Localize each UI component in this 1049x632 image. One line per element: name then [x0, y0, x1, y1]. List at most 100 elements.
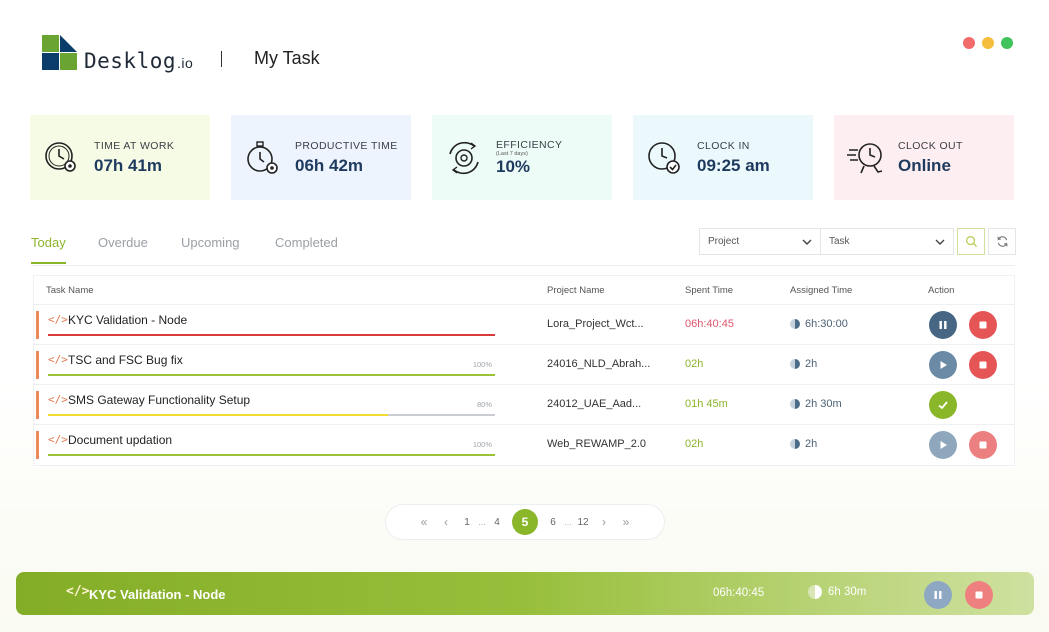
- stat-text: EFFICIENCY (Last 7 days) 10%: [496, 139, 562, 177]
- stat-label: PRODUCTIVE TIME: [295, 139, 398, 152]
- col-project-name: Project Name: [547, 285, 605, 296]
- stat-sublabel: (Last 7 days): [496, 150, 528, 157]
- page-button[interactable]: 12: [577, 516, 589, 528]
- row-actions: [929, 311, 997, 339]
- row-accent: [36, 311, 39, 339]
- tab-overdue[interactable]: Overdue: [98, 235, 148, 250]
- close-dot[interactable]: [963, 37, 975, 49]
- check-icon: [938, 401, 948, 410]
- search-button[interactable]: [957, 228, 985, 255]
- play-button[interactable]: [929, 351, 957, 379]
- row-actions: [929, 431, 997, 459]
- stop-button[interactable]: [969, 311, 997, 339]
- task-name[interactable]: TSC and FSC Bug fix: [68, 353, 183, 367]
- project-select-label: Project: [708, 236, 740, 247]
- page-button[interactable]: 1: [464, 516, 470, 528]
- tab-upcoming[interactable]: Upcoming: [181, 235, 240, 250]
- first-page-button[interactable]: «: [420, 515, 428, 529]
- filters: Project Task: [699, 228, 1016, 255]
- stat-card-efficiency: EFFICIENCY (Last 7 days) 10%: [432, 115, 612, 200]
- tab-completed[interactable]: Completed: [275, 235, 338, 250]
- stop-icon: [979, 361, 987, 369]
- col-assigned-time: Assigned Time: [790, 285, 853, 296]
- completed-check-button[interactable]: [929, 391, 957, 419]
- task-progress-bar: [48, 334, 495, 336]
- code-icon: </>: [48, 353, 68, 366]
- prev-page-button[interactable]: ‹: [444, 515, 448, 529]
- stat-value: 09:25 am: [697, 155, 770, 175]
- task-name[interactable]: SMS Gateway Functionality Setup: [68, 393, 251, 407]
- project-name: 24016_NLD_Abrah...: [547, 358, 651, 370]
- assigned-time: 6h:30:00: [790, 318, 848, 330]
- stat-card-productive-time: PRODUCTIVE TIME 06h 42m: [231, 115, 411, 200]
- col-spent-time: Spent Time: [685, 285, 734, 296]
- task-progress-bar: [48, 374, 495, 376]
- task-tabs: Today Overdue Upcoming Completed: [31, 228, 1015, 266]
- table-row[interactable]: </> KYC Validation - Node Lora_Project_Wct…: [34, 305, 1014, 345]
- stat-label: TIME AT WORK: [94, 139, 175, 152]
- pause-button[interactable]: [929, 311, 957, 339]
- active-task-assigned-value: 6h 30m: [828, 586, 867, 598]
- gear-cycle-icon: [444, 138, 484, 178]
- active-task-actions: [924, 581, 993, 609]
- pause-icon: [939, 321, 947, 329]
- pause-icon: [934, 591, 942, 599]
- logo-mark-icon: [42, 35, 78, 71]
- stopwatch-gear-icon: [243, 138, 283, 178]
- clock-check-icon: [645, 138, 685, 178]
- search-icon: [965, 236, 977, 248]
- project-select[interactable]: Project: [699, 228, 821, 255]
- stop-icon: [979, 321, 987, 329]
- project-name: Web_REWAMP_2.0: [547, 438, 647, 450]
- stop-icon: [975, 591, 983, 599]
- window-controls: [963, 37, 1013, 49]
- task-name[interactable]: KYC Validation - Node: [68, 313, 188, 327]
- assigned-time: 2h: [790, 438, 817, 450]
- task-name[interactable]: Document updation: [68, 433, 173, 447]
- task-select[interactable]: Task: [821, 228, 954, 255]
- stat-label: CLOCK OUT: [898, 139, 963, 152]
- active-task-time: 06h:40:45: [713, 587, 765, 599]
- task-progress-label: 100%: [472, 360, 492, 369]
- task-progress-label: 80%: [476, 400, 492, 409]
- row-accent: [36, 351, 39, 379]
- active-task-name: KYC Validation - Node: [89, 587, 226, 602]
- page-button[interactable]: 4: [494, 516, 500, 528]
- assigned-time-value: 2h: [805, 438, 818, 450]
- play-button[interactable]: [929, 431, 957, 459]
- page-current[interactable]: 5: [512, 509, 538, 535]
- tab-today[interactable]: Today: [31, 235, 66, 264]
- stop-icon: [979, 441, 987, 449]
- header-divider: [221, 51, 222, 67]
- table-row[interactable]: </> Document updation 100% Web_REWAMP_2.0 02…: [34, 425, 1014, 465]
- stat-text: PRODUCTIVE TIME 06h 42m: [295, 140, 398, 176]
- page-button[interactable]: 6: [550, 516, 556, 528]
- next-page-button[interactable]: ›: [602, 515, 606, 529]
- minimize-dot[interactable]: [982, 37, 994, 49]
- stop-button[interactable]: [969, 431, 997, 459]
- pie-clock-icon: [790, 319, 800, 329]
- spent-time: 02h: [685, 438, 704, 450]
- page-ellipsis: …: [478, 517, 486, 527]
- stop-button[interactable]: [969, 351, 997, 379]
- logo-text: Desklog.io: [84, 49, 194, 73]
- code-icon: </>: [48, 433, 68, 446]
- code-icon: </>: [66, 584, 90, 599]
- running-clock-icon: [846, 138, 886, 178]
- stat-card-clock-out: CLOCK OUT Online: [834, 115, 1014, 200]
- last-page-button[interactable]: »: [622, 515, 630, 529]
- task-progress-label: 100%: [472, 440, 492, 449]
- code-icon: </>: [48, 393, 68, 406]
- refresh-button[interactable]: [988, 228, 1016, 255]
- table-header: Task Name Project Name Spent Time Assign…: [34, 276, 1014, 305]
- stop-button[interactable]: [965, 581, 993, 609]
- task-select-label: Task: [829, 236, 850, 247]
- assigned-time: 2h: [790, 358, 817, 370]
- col-action: Action: [928, 285, 955, 296]
- pause-button[interactable]: [924, 581, 952, 609]
- table-row[interactable]: </> SMS Gateway Functionality Setup 80% 240…: [34, 385, 1014, 425]
- table-row[interactable]: </> TSC and FSC Bug fix 100% 24016_NLD_Abra…: [34, 345, 1014, 385]
- maximize-dot[interactable]: [1001, 37, 1013, 49]
- assigned-time: 2h 30m: [790, 398, 842, 410]
